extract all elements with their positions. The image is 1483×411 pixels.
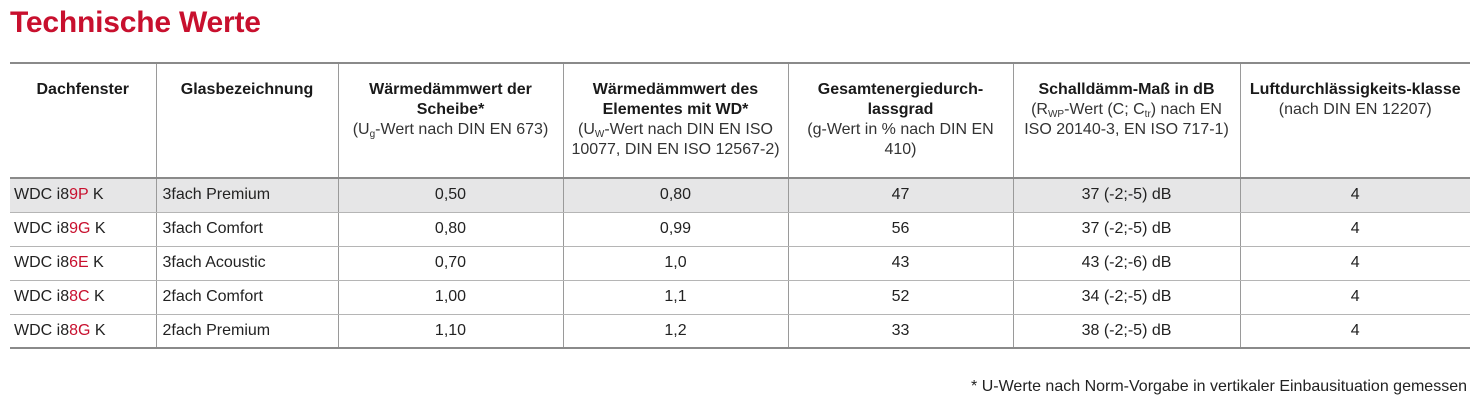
cell-g: 43 <box>787 246 1013 281</box>
cell-uw: 1,2 <box>562 314 788 349</box>
header-dachfenster: Dachfenster <box>10 62 156 179</box>
cell-model: WDC i89G K <box>10 212 156 247</box>
table-row: WDC i89P K 3fach Premium 0,50 0,80 47 37… <box>10 178 1470 213</box>
cell-glass: 3fach Comfort <box>155 212 338 247</box>
cell-g: 33 <box>787 314 1013 349</box>
cell-g: 56 <box>787 212 1013 247</box>
cell-ug: 0,80 <box>337 212 563 247</box>
cell-g: 52 <box>787 280 1013 315</box>
technical-values-table: Dachfenster Glasbezeichnung Wärmedämmwer… <box>10 62 1470 349</box>
cell-sound: 37 (-2;-5) dB <box>1012 178 1240 213</box>
cell-ug: 1,00 <box>337 280 563 315</box>
cell-model: WDC i86E K <box>10 246 156 281</box>
cell-air: 4 <box>1239 212 1470 247</box>
cell-glass: 2fach Comfort <box>155 280 338 315</box>
cell-uw: 0,99 <box>562 212 788 247</box>
cell-ug: 0,70 <box>337 246 563 281</box>
page-title: Technische Werte <box>10 6 261 39</box>
table-row: WDC i86E K 3fach Acoustic 0,70 1,0 43 43… <box>10 246 1470 281</box>
table-row: WDC i89G K 3fach Comfort 0,80 0,99 56 37… <box>10 212 1470 247</box>
header-luftdurchlaessigkeit: Luftdurchlässigkeits-klasse (nach DIN EN… <box>1239 62 1470 179</box>
cell-model: WDC i88C K <box>10 280 156 315</box>
footnote: * U-Werte nach Norm-Vorgabe in vertikale… <box>971 378 1467 395</box>
cell-model: WDC i89P K <box>10 178 156 213</box>
cell-uw: 1,1 <box>562 280 788 315</box>
cell-uw: 1,0 <box>562 246 788 281</box>
cell-uw: 0,80 <box>562 178 788 213</box>
cell-air: 4 <box>1239 280 1470 315</box>
table-row: WDC i88G K 2fach Premium 1,10 1,2 33 38 … <box>10 314 1470 349</box>
header-g-wert: Gesamtenergiedurch-lassgrad (g-Wert in %… <box>787 62 1013 179</box>
cell-sound: 37 (-2;-5) dB <box>1012 212 1240 247</box>
cell-ug: 0,50 <box>337 178 563 213</box>
cell-model: WDC i88G K <box>10 314 156 349</box>
cell-air: 4 <box>1239 314 1470 349</box>
cell-air: 4 <box>1239 178 1470 213</box>
table-row: WDC i88C K 2fach Comfort 1,00 1,1 52 34 … <box>10 280 1470 315</box>
cell-sound: 34 (-2;-5) dB <box>1012 280 1240 315</box>
header-uw-wert: Wärmedämmwert des Elementes mit WD* (UW-… <box>562 62 788 179</box>
cell-glass: 2fach Premium <box>155 314 338 349</box>
cell-glass: 3fach Premium <box>155 178 338 213</box>
cell-glass: 3fach Acoustic <box>155 246 338 281</box>
header-schalldaemm: Schalldämm-Maß in dB (RWP-Wert (C; Ctr) … <box>1012 62 1240 179</box>
cell-air: 4 <box>1239 246 1470 281</box>
cell-ug: 1,10 <box>337 314 563 349</box>
header-glasbezeichnung: Glasbezeichnung <box>155 62 338 179</box>
cell-sound: 38 (-2;-5) dB <box>1012 314 1240 349</box>
cell-sound: 43 (-2;-6) dB <box>1012 246 1240 281</box>
cell-g: 47 <box>787 178 1013 213</box>
table-header-row: Dachfenster Glasbezeichnung Wärmedämmwer… <box>10 62 1470 179</box>
header-ug-wert: Wärmedämmwert der Scheibe* (Ug-Wert nach… <box>337 62 563 179</box>
